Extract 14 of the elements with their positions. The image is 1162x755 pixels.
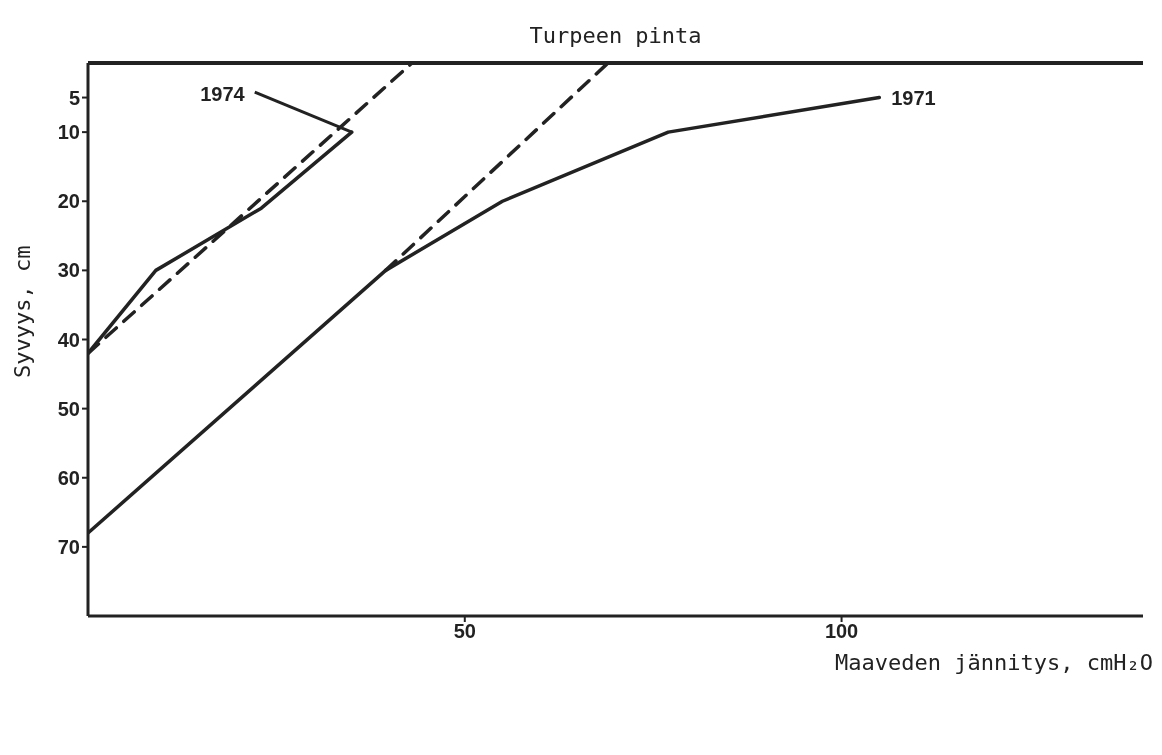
y-tick-label: 60 xyxy=(57,466,80,489)
y-tick-label: 40 xyxy=(57,328,80,351)
series-label: 1971 xyxy=(891,86,936,109)
y-tick-label: 30 xyxy=(57,259,80,282)
y-tick-label: 5 xyxy=(68,86,80,109)
y-axis-title: Syvyys, cm xyxy=(10,245,35,379)
ref-line-label: Turpeen pinta xyxy=(529,23,702,48)
x-tick-label: 100 xyxy=(824,620,859,643)
y-tick-label: 70 xyxy=(57,535,80,558)
y-tick-label: 50 xyxy=(57,397,80,420)
y-tick-label: 10 xyxy=(57,121,80,144)
text: 1974 xyxy=(200,83,246,106)
y-tick-label: 20 xyxy=(57,190,80,213)
x-axis-title: Maaveden jännitys, cmH₂O xyxy=(835,650,1153,675)
